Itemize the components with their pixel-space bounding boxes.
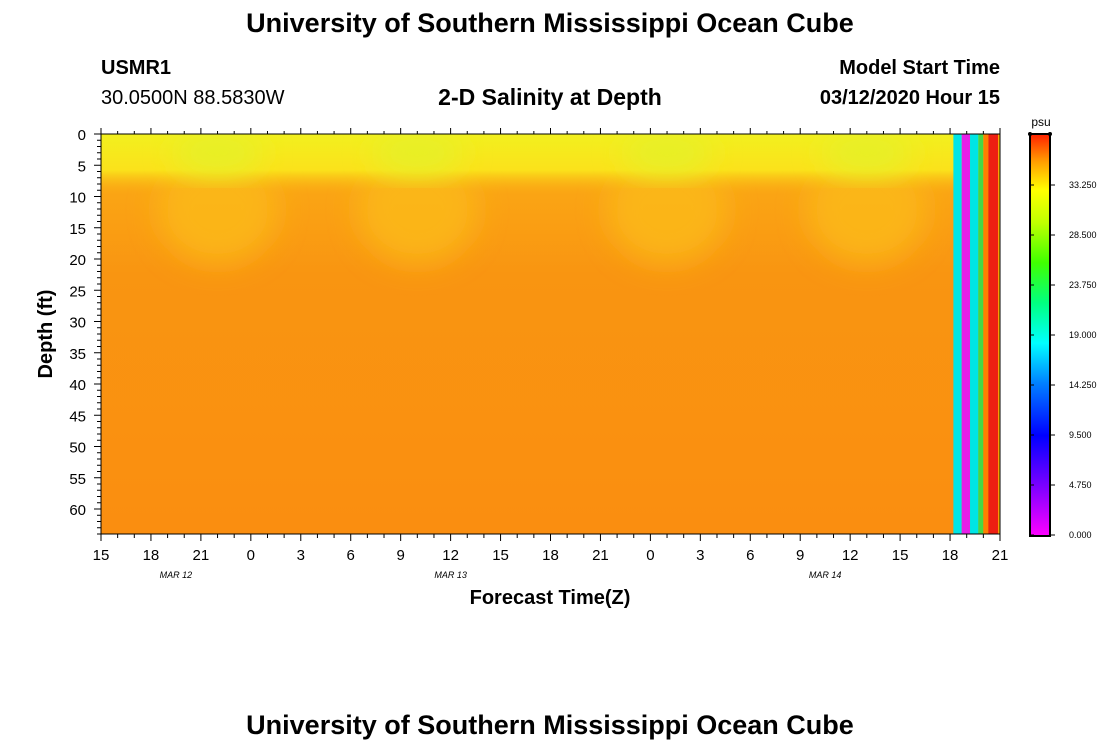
x-tick-label: 21 [592,547,609,564]
x-tick-label: 3 [297,547,305,564]
y-tick-label: 15 [69,221,86,238]
y-tick-label: 40 [69,377,86,394]
x-date-label: MAR 13 [434,570,467,580]
y-tick-label: 5 [78,158,86,175]
x-tick-label: 9 [396,547,404,564]
end-band [953,134,962,534]
end-band [970,134,979,534]
y-tick-label: 35 [69,346,86,363]
station-id: USMR1 [101,57,172,79]
x-tick-label: 0 [646,547,654,564]
chart-title: 2-D Salinity at Depth [438,84,662,110]
salinity-fresh-spot [821,134,912,175]
y-axis-label: Depth (ft) [35,290,57,379]
salinity-fresh-spot [372,134,463,175]
colorbar-tick-label: 14.250 [1069,380,1097,390]
x-tick-label: 12 [442,547,459,564]
end-band [978,134,984,534]
x-tick-label: 15 [93,547,110,564]
station-coords: 30.0500N 88.5830W [101,87,285,109]
y-tick-label: 30 [69,315,86,332]
colorbar-corner-dot [1048,132,1052,136]
y-tick-label: 20 [69,252,86,269]
colorbar-tick-label: 28.500 [1069,230,1097,240]
end-band [983,134,989,534]
colorbar-tick-label: 19.000 [1069,330,1097,340]
x-tick-label: 21 [193,547,210,564]
colorbar-corner-dot [1028,132,1032,136]
footer-title: University of Southern Mississippi Ocean… [246,710,854,740]
x-tick-label: 18 [143,547,160,564]
salinity-fresh-spot [622,134,713,175]
colorbar-tick-label: 4.750 [1069,480,1092,490]
end-band [998,134,1000,534]
plot-area [101,134,1000,534]
x-tick-label: 3 [696,547,704,564]
x-tick-label: 6 [347,547,355,564]
x-tick-label: 12 [842,547,859,564]
colorbar: psu 33.250 28.500 23.750 19.000 14.250 9.500 4… [1028,115,1097,540]
colorbar-tick-label: 0.000 [1069,530,1092,540]
salinity-fresh-spot [172,134,263,175]
end-band [961,134,971,534]
y-tick-label: 45 [69,408,86,425]
x-tick-label: 6 [746,547,754,564]
x-tick-label: 15 [492,547,509,564]
x-tick-label: 0 [247,547,255,564]
x-tick-label: 9 [796,547,804,564]
model-start-value: 03/12/2020 Hour 15 [819,87,1000,109]
colorbar-unit: psu [1031,115,1050,129]
page-title: University of Southern Mississippi Ocean… [246,8,854,38]
y-tick-label: 0 [78,127,86,144]
colorbar-tick-label: 9.500 [1069,430,1092,440]
y-tick-label: 50 [69,440,86,457]
x-tick-label: 18 [942,547,959,564]
x-axis-label: Forecast Time(Z) [470,587,631,609]
model-start-label: Model Start Time [839,57,1000,79]
y-tick-label: 25 [69,283,86,300]
colorbar-tick-label: 23.750 [1069,280,1097,290]
x-date-label: MAR 14 [809,570,842,580]
x-tick-label: 18 [542,547,559,564]
y-tick-label: 55 [69,471,86,488]
x-tick-label: 15 [892,547,909,564]
end-band [988,134,999,534]
x-date-label: MAR 12 [160,570,193,580]
x-tick-label: 21 [992,547,1009,564]
y-tick-label: 60 [69,502,86,519]
colorbar-tick-label: 33.250 [1069,180,1097,190]
y-tick-label: 10 [69,190,86,207]
